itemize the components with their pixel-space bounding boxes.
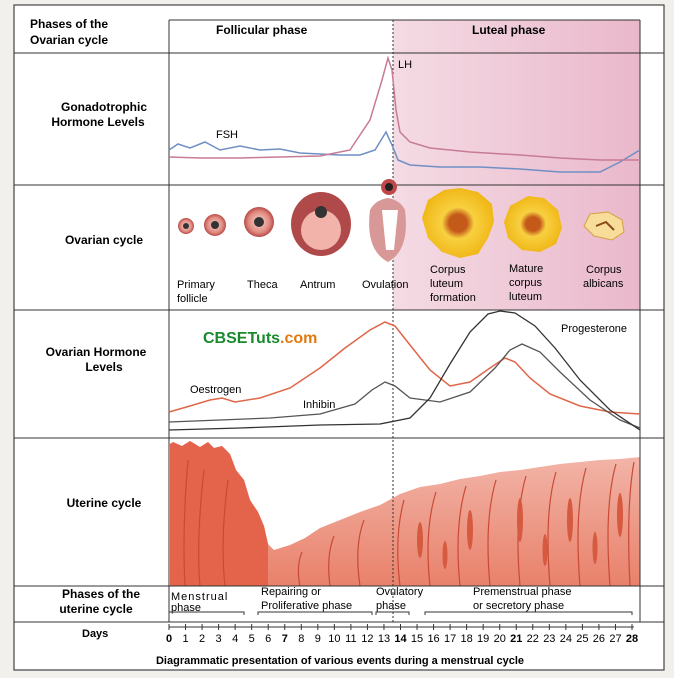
phases-ovarian-label-2: Ovarian cycle xyxy=(30,33,108,47)
phase-brackets xyxy=(168,611,633,615)
oestrogen-label: Oestrogen xyxy=(190,384,241,396)
row-label-gonadotrophic-2: Hormone Levels xyxy=(51,115,145,129)
lh-curve xyxy=(168,55,640,161)
stage-label-primary-2: follicle xyxy=(177,293,208,305)
day-label: 5 xyxy=(249,633,255,645)
progesterone-label: Progesterone xyxy=(561,323,627,335)
day-label: 23 xyxy=(543,633,555,645)
ovulatory-phase-1: Ovulatory xyxy=(376,586,424,598)
row-label-ovarian-cycle: Ovarian cycle xyxy=(65,233,143,247)
lh-label: LH xyxy=(398,59,412,71)
row-label-gonadotrophic-1: Gonadotrophic xyxy=(61,100,147,114)
row-label-uterine-phases-2: uterine cycle xyxy=(59,602,133,616)
row-label-ovarian-hormone-1: Ovarian Hormone xyxy=(46,345,147,359)
row-label-uterine-phases-1: Phases of the xyxy=(62,587,140,601)
day-label: 4 xyxy=(232,633,238,645)
stage-label-primary-1: Primary xyxy=(177,279,215,291)
menstrual-phase-2: phase xyxy=(171,602,201,614)
phases-ovarian-label-1: Phases of the xyxy=(30,17,108,31)
premenstrual-phase-2: or secretory phase xyxy=(473,600,564,612)
day-label: 1 xyxy=(182,633,188,645)
day-label: 0 xyxy=(166,633,172,645)
day-label: 22 xyxy=(527,633,539,645)
grid-lines xyxy=(14,19,664,623)
day-label: 13 xyxy=(378,633,390,645)
day-label: 21 xyxy=(510,633,522,645)
luteal-phase-label: Luteal phase xyxy=(472,23,546,37)
day-label: 17 xyxy=(444,633,456,645)
day-label: 27 xyxy=(609,633,621,645)
follicular-phase-label: Follicular phase xyxy=(216,23,308,37)
day-label: 2 xyxy=(199,633,205,645)
repair-phase-1: Repairing or xyxy=(261,586,321,598)
luteal-phase-background xyxy=(393,20,640,310)
day-label: 24 xyxy=(560,633,572,645)
stage-label-cl-formation-1: Corpus xyxy=(430,264,466,276)
follicle-stages xyxy=(178,179,406,262)
watermark-part1: CBSETuts xyxy=(203,330,280,347)
day-label: 14 xyxy=(394,633,407,645)
days-label: Days xyxy=(82,628,108,640)
stage-label-albicans-2: albicans xyxy=(583,278,624,290)
watermark: CBSETuts.com xyxy=(203,330,317,347)
day-label: 7 xyxy=(282,633,288,645)
day-label: 6 xyxy=(265,633,271,645)
corpus-luteum-stages xyxy=(422,188,625,258)
day-label: 8 xyxy=(298,633,304,645)
menstrual-phase-1: Menstrual xyxy=(171,591,228,603)
day-label: 18 xyxy=(461,633,473,645)
day-label: 9 xyxy=(315,633,321,645)
stage-label-mature-cl-3: luteum xyxy=(509,291,542,303)
day-label: 28 xyxy=(626,633,638,645)
watermark-part2: .com xyxy=(280,330,317,347)
day-label: 15 xyxy=(411,633,423,645)
stage-label-ovulation: Ovulation xyxy=(362,279,408,291)
day-label: 19 xyxy=(477,633,489,645)
stage-label-cl-formation-3: formation xyxy=(430,292,476,304)
day-label: 20 xyxy=(494,633,506,645)
fsh-curve xyxy=(168,130,641,173)
day-label: 12 xyxy=(361,633,373,645)
stage-label-theca: Theca xyxy=(247,279,278,291)
day-label: 3 xyxy=(216,633,222,645)
caption: Diagrammatic presentation of various eve… xyxy=(156,655,524,667)
day-label: 11 xyxy=(345,633,356,645)
day-label: 26 xyxy=(593,633,605,645)
inhibin-label: Inhibin xyxy=(303,399,335,411)
premenstrual-phase-1: Premenstrual phase xyxy=(473,586,571,598)
repair-phase-2: Proliferative phase xyxy=(261,600,352,612)
oestrogen-curve xyxy=(168,321,641,415)
row-label-ovarian-hormone-2: Levels xyxy=(85,360,123,374)
day-label: 10 xyxy=(328,633,340,645)
row-label-uterine-cycle: Uterine cycle xyxy=(67,496,142,510)
endometrium-illustration xyxy=(170,441,640,587)
stage-label-mature-cl-2: corpus xyxy=(509,277,543,289)
stage-label-albicans-1: Corpus xyxy=(586,264,622,276)
day-label: 25 xyxy=(576,633,588,645)
stage-label-antrum: Antrum xyxy=(300,279,335,291)
fsh-label: FSH xyxy=(216,129,238,141)
day-label: 16 xyxy=(427,633,439,645)
stage-label-mature-cl-1: Mature xyxy=(509,263,543,275)
ovulatory-phase-2: phase xyxy=(376,600,406,612)
progesterone-curve xyxy=(168,310,641,431)
inhibin-curve xyxy=(168,343,641,429)
stage-label-cl-formation-2: luteum xyxy=(430,278,463,290)
day-tick-group: 0 1 2 3 4 5 6 7 8 9 10 11 12 13 14 15 16 17 18 19 20 21 22 23 24… xyxy=(166,624,638,645)
